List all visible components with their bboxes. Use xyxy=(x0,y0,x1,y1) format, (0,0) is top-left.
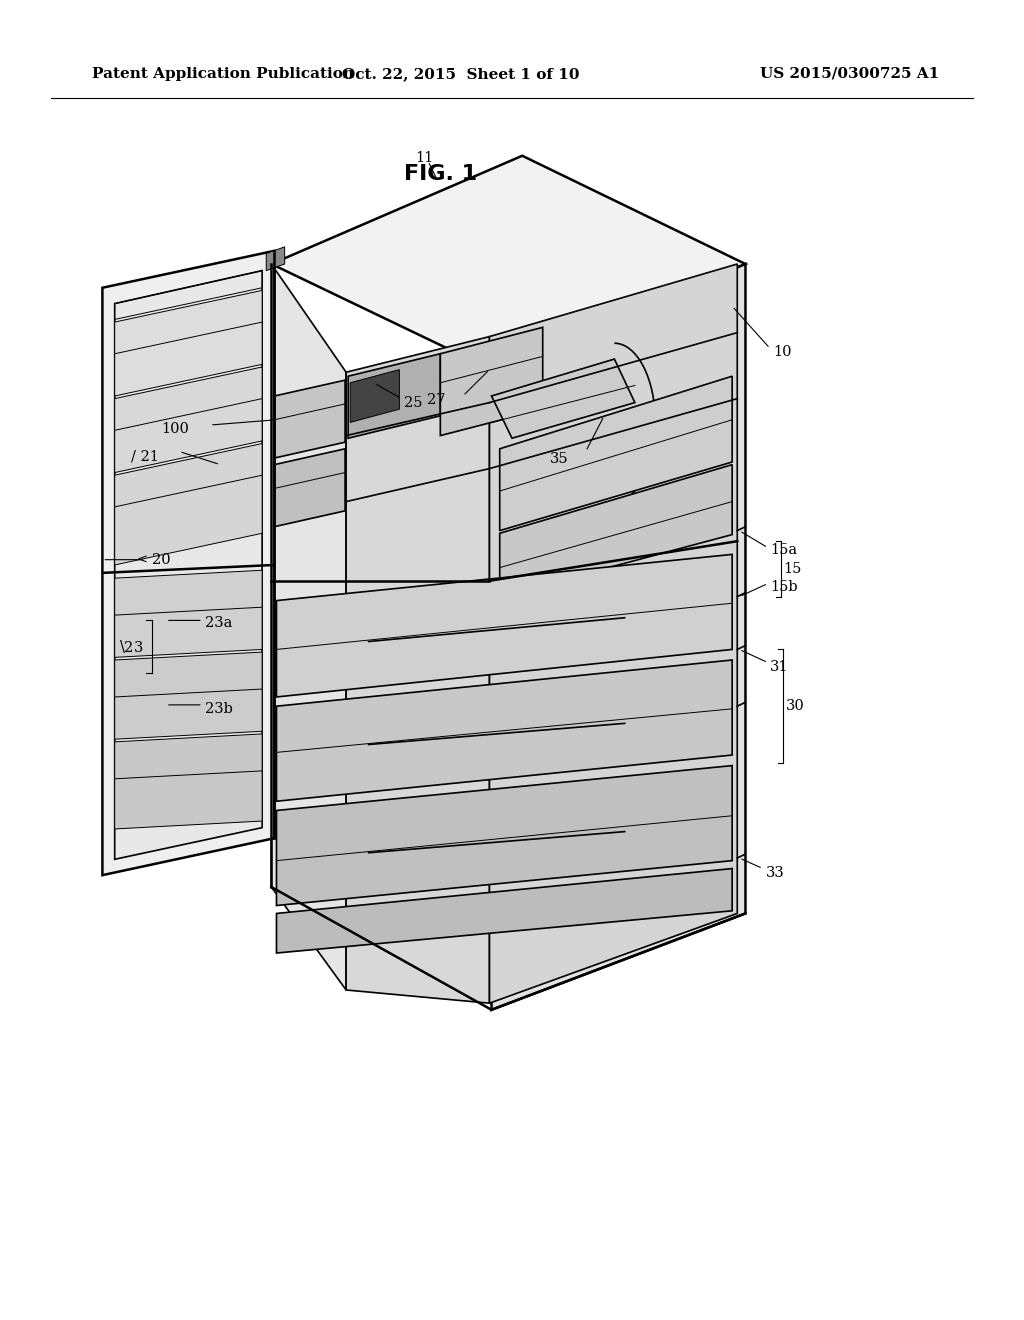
Polygon shape xyxy=(350,370,399,422)
Polygon shape xyxy=(440,327,543,436)
Polygon shape xyxy=(271,156,745,370)
Text: US 2015/0300725 A1: US 2015/0300725 A1 xyxy=(760,67,940,81)
Polygon shape xyxy=(115,734,262,829)
Polygon shape xyxy=(115,367,262,473)
Text: $\backslash$23: $\backslash$23 xyxy=(119,639,143,655)
Text: 33: 33 xyxy=(766,866,784,879)
Polygon shape xyxy=(346,337,489,1003)
Text: 10: 10 xyxy=(773,346,792,359)
Polygon shape xyxy=(274,380,345,458)
Text: 15: 15 xyxy=(783,562,802,576)
Text: 27: 27 xyxy=(427,393,445,407)
Text: FIG. 1: FIG. 1 xyxy=(403,164,477,185)
Polygon shape xyxy=(492,264,745,1010)
Text: 31: 31 xyxy=(770,660,788,673)
Polygon shape xyxy=(115,444,262,565)
Polygon shape xyxy=(115,290,262,396)
Text: / 21: / 21 xyxy=(131,450,159,463)
Polygon shape xyxy=(489,264,737,1003)
Text: 23a: 23a xyxy=(205,616,232,630)
Text: 30: 30 xyxy=(785,700,804,713)
Polygon shape xyxy=(266,247,285,271)
Text: 25: 25 xyxy=(404,396,423,409)
Polygon shape xyxy=(102,251,274,875)
Text: 23b: 23b xyxy=(205,702,232,715)
Polygon shape xyxy=(500,465,732,597)
Polygon shape xyxy=(115,271,262,859)
Polygon shape xyxy=(271,264,346,990)
Text: Oct. 22, 2015  Sheet 1 of 10: Oct. 22, 2015 Sheet 1 of 10 xyxy=(342,67,580,81)
Polygon shape xyxy=(115,570,262,657)
Text: 11: 11 xyxy=(416,152,434,165)
Polygon shape xyxy=(276,766,732,906)
Text: 35: 35 xyxy=(550,453,568,466)
Text: 20: 20 xyxy=(152,553,170,566)
Polygon shape xyxy=(276,554,732,697)
Polygon shape xyxy=(348,354,440,438)
Text: <: < xyxy=(136,553,147,566)
Polygon shape xyxy=(274,449,345,527)
Polygon shape xyxy=(492,359,635,438)
Polygon shape xyxy=(500,376,732,531)
Polygon shape xyxy=(276,660,732,801)
Text: 15a: 15a xyxy=(770,544,797,557)
Text: 100: 100 xyxy=(162,422,189,436)
Polygon shape xyxy=(276,869,732,953)
Text: 15b: 15b xyxy=(770,581,798,594)
Polygon shape xyxy=(115,652,262,739)
Text: Patent Application Publication: Patent Application Publication xyxy=(92,67,354,81)
